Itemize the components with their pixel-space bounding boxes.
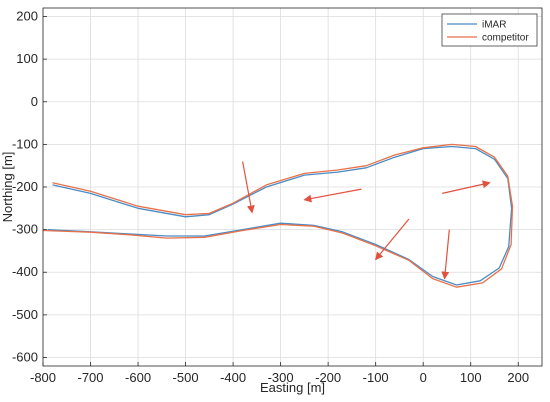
legend: iMAR competitor: [441, 13, 538, 47]
series-line-iMAR: [47, 145, 513, 286]
x-tick-label: 0: [420, 370, 427, 385]
y-tick-label: -300: [12, 222, 38, 237]
y-tick-label: 100: [16, 51, 38, 66]
annotation-arrow: [375, 218, 410, 261]
y-tick-label: 0: [31, 94, 38, 109]
legend-label-competitor: competitor: [482, 33, 529, 44]
y-tick-label: 200: [16, 9, 38, 24]
annotation-arrows: [242, 161, 491, 280]
x-tick-label: -600: [125, 370, 151, 385]
x-tick-label: -100: [363, 370, 389, 385]
y-tick-label: -500: [12, 307, 38, 322]
x-tick-label: 100: [460, 370, 482, 385]
x-axis-label: Easting [m]: [260, 380, 325, 395]
legend-box: [441, 13, 538, 47]
series-line-competitor: [43, 143, 514, 288]
annotation-arrow: [442, 180, 491, 194]
x-tick-label: -400: [220, 370, 246, 385]
tick-labels: -800 -700 -600 -500 -400 -300 -200 -100 0 100 200 2…: [12, 9, 529, 385]
x-tick-label: 200: [507, 370, 529, 385]
annotation-arrow: [242, 161, 255, 214]
y-tick-label: -100: [12, 136, 38, 151]
annotation-arrow: [441, 229, 450, 280]
grid-lines: [42, 8, 542, 366]
annotation-arrow: [303, 188, 362, 203]
series-lines: [43, 143, 514, 288]
y-tick-label: -400: [12, 264, 38, 279]
x-tick-label: -700: [78, 370, 104, 385]
x-tick-label: -500: [173, 370, 199, 385]
legend-label-iMAR: iMAR: [482, 20, 506, 31]
y-axis-label: Northing [m]: [0, 152, 15, 223]
x-tick-label: -300: [268, 370, 294, 385]
x-tick-label: -200: [315, 370, 341, 385]
y-tick-label: -600: [12, 349, 38, 364]
x-tick-label: -800: [30, 370, 56, 385]
y-tick-label: -200: [12, 179, 38, 194]
